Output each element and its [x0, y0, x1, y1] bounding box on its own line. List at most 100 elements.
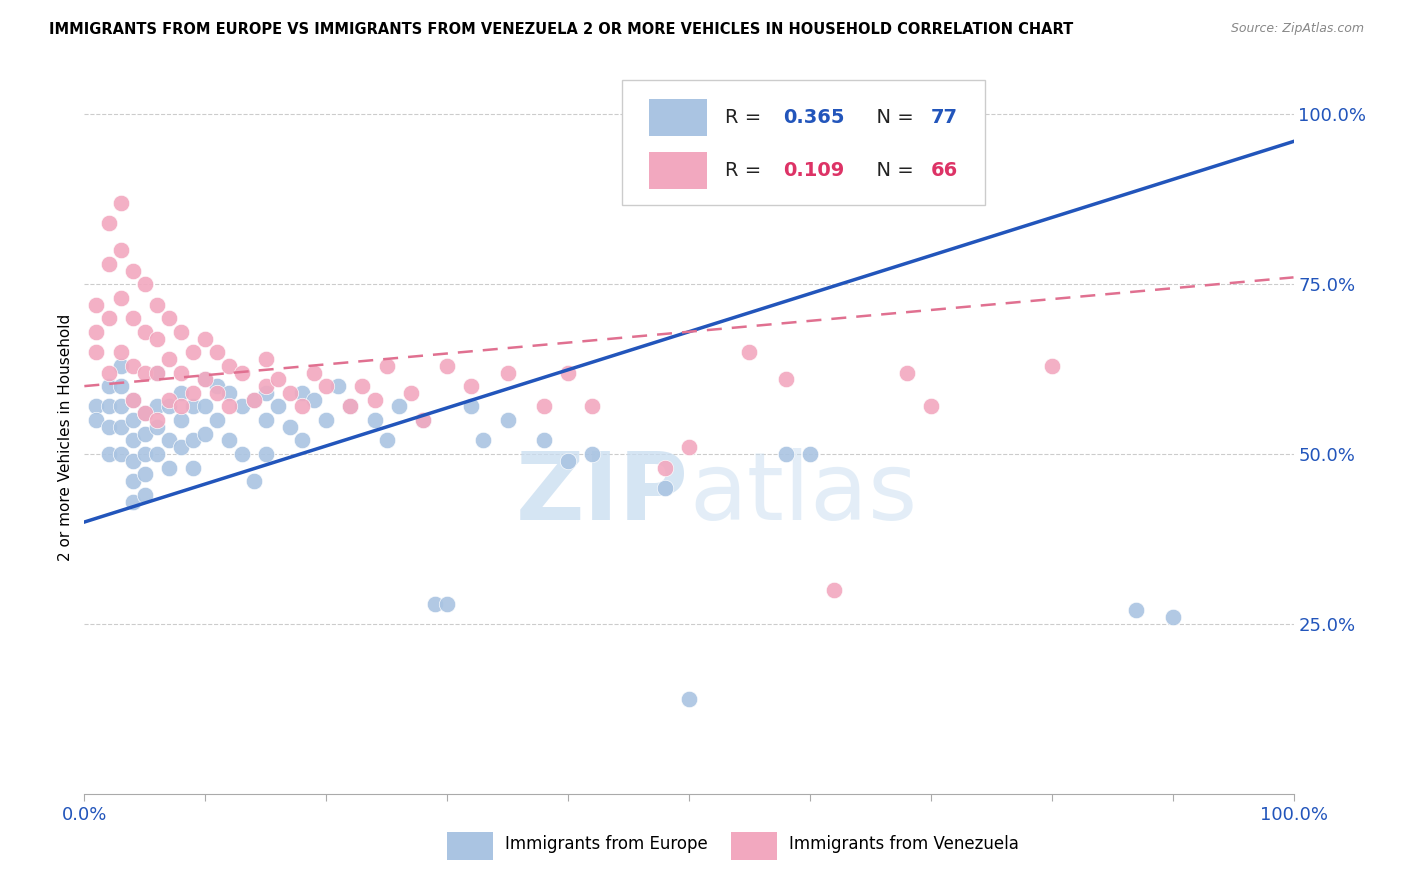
Point	[97, 447, 120, 461]
Point	[181, 385, 204, 400]
Point	[146, 413, 169, 427]
Point	[581, 447, 603, 461]
Point	[799, 447, 821, 461]
Point	[388, 400, 411, 414]
Bar	[731, 832, 778, 860]
Point	[97, 400, 120, 414]
Point	[157, 434, 180, 448]
Text: atlas: atlas	[689, 448, 917, 541]
Point	[134, 366, 156, 380]
Point	[146, 447, 169, 461]
Point	[218, 359, 240, 373]
Point	[231, 447, 253, 461]
Point	[291, 434, 314, 448]
Point	[170, 325, 193, 339]
Point	[399, 385, 422, 400]
Point	[157, 460, 180, 475]
Point	[218, 385, 240, 400]
Point	[654, 460, 676, 475]
Bar	[650, 152, 707, 189]
Point	[110, 447, 132, 461]
Point	[557, 454, 579, 468]
Point	[207, 385, 229, 400]
Point	[121, 311, 143, 326]
Point	[207, 413, 229, 427]
Point	[146, 297, 169, 311]
Point	[533, 434, 555, 448]
Text: 77: 77	[931, 108, 957, 128]
Point	[291, 385, 314, 400]
Y-axis label: 2 or more Vehicles in Household: 2 or more Vehicles in Household	[58, 313, 73, 561]
Point	[423, 597, 446, 611]
Point	[110, 195, 132, 210]
Point	[339, 400, 361, 414]
Point	[352, 379, 374, 393]
Point	[121, 434, 143, 448]
Text: Immigrants from Europe: Immigrants from Europe	[505, 835, 707, 853]
Point	[375, 359, 398, 373]
Point	[121, 263, 143, 277]
Point	[242, 392, 264, 407]
Point	[254, 447, 277, 461]
Point	[460, 400, 482, 414]
Point	[146, 366, 169, 380]
Text: R =: R =	[725, 161, 768, 180]
Point	[97, 216, 120, 230]
Point	[170, 385, 193, 400]
Point	[121, 392, 143, 407]
Point	[823, 582, 845, 597]
Point	[86, 345, 108, 359]
Text: Source: ZipAtlas.com: Source: ZipAtlas.com	[1230, 22, 1364, 36]
Point	[254, 379, 277, 393]
Point	[194, 372, 217, 386]
Point	[86, 400, 108, 414]
Point	[218, 434, 240, 448]
Point	[170, 413, 193, 427]
Point	[194, 400, 217, 414]
Point	[181, 400, 204, 414]
Point	[254, 385, 277, 400]
Point	[146, 332, 169, 346]
Point	[278, 420, 301, 434]
Point	[157, 351, 180, 366]
Point	[207, 345, 229, 359]
Point	[328, 379, 350, 393]
Text: R =: R =	[725, 108, 768, 128]
Point	[242, 392, 264, 407]
Point	[738, 345, 761, 359]
Point	[110, 400, 132, 414]
Bar	[650, 99, 707, 136]
Point	[315, 379, 337, 393]
Point	[110, 379, 132, 393]
Text: N =: N =	[865, 108, 921, 128]
Point	[170, 366, 193, 380]
Point	[97, 366, 120, 380]
Point	[267, 372, 290, 386]
Point	[121, 359, 143, 373]
Point	[194, 426, 217, 441]
Point	[121, 413, 143, 427]
Point	[134, 325, 156, 339]
Point	[181, 345, 204, 359]
Text: IMMIGRANTS FROM EUROPE VS IMMIGRANTS FROM VENEZUELA 2 OR MORE VEHICLES IN HOUSEH: IMMIGRANTS FROM EUROPE VS IMMIGRANTS FRO…	[49, 22, 1073, 37]
Point	[557, 366, 579, 380]
Point	[146, 420, 169, 434]
Point	[218, 400, 240, 414]
Point	[896, 128, 918, 142]
Point	[460, 379, 482, 393]
Point	[97, 379, 120, 393]
Point	[97, 311, 120, 326]
Point	[363, 413, 385, 427]
Text: 66: 66	[931, 161, 957, 180]
FancyBboxPatch shape	[623, 80, 986, 205]
Point	[436, 359, 458, 373]
Point	[110, 345, 132, 359]
Point	[121, 392, 143, 407]
Text: 0.109: 0.109	[783, 161, 845, 180]
Point	[920, 400, 942, 414]
Point	[134, 467, 156, 482]
Point	[86, 297, 108, 311]
Point	[110, 420, 132, 434]
Point	[254, 351, 277, 366]
Point	[496, 413, 519, 427]
